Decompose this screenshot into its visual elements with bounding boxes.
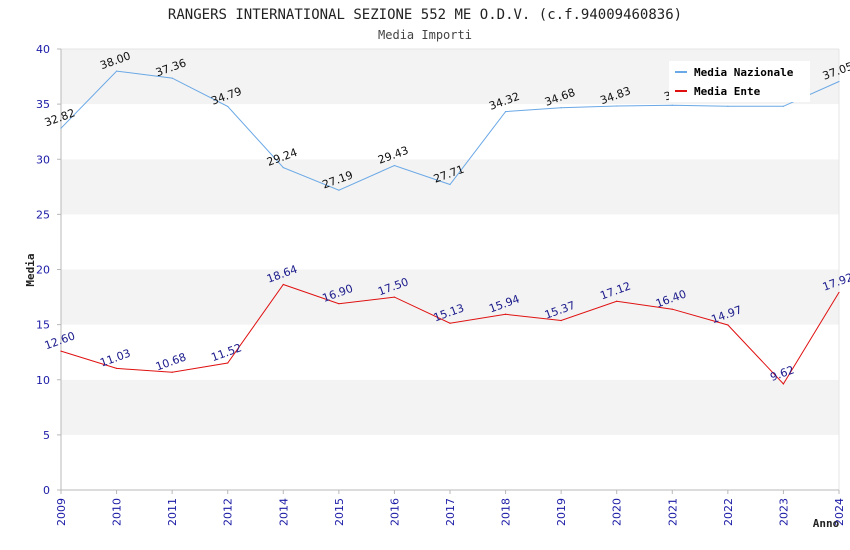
data-point [727,105,729,107]
y-tick-label: 10 [36,374,50,387]
grid-bands [61,48,840,490]
series-layer [60,70,840,385]
data-point [115,367,118,369]
chart-subtitle: Media Importi [378,28,472,42]
data-point [616,300,618,302]
y-axis-label: Media [24,253,37,286]
data-point [393,164,396,167]
legend-entry: Media Ente [694,85,761,98]
x-tick-label: 2022 [722,498,735,526]
data-point [338,189,340,191]
x-tick-label: 2011 [166,498,179,526]
data-point [338,303,340,305]
x-tick-label: 2019 [555,498,568,526]
grid-band [61,104,839,160]
y-tick-label: 40 [36,43,50,56]
legend-entry: Media Nazionale [694,66,794,79]
data-point [504,111,507,113]
data-point [727,324,729,326]
data-point [838,80,840,83]
data-point [282,167,284,169]
data-point [60,350,62,352]
chart-title: RANGERS INTERNATIONAL SEZIONE 552 ME O.D… [168,7,682,23]
x-axis-label: Anno [813,517,840,530]
y-tick-label: 0 [43,484,50,497]
legend: Media Nazionale Media Ente [669,61,810,102]
y-tick-label: 25 [36,208,50,221]
data-point [560,107,562,109]
x-tick-label: 2020 [611,498,624,526]
grid-band [61,434,839,490]
data-point [616,105,618,107]
x-tick-label: 2014 [277,498,290,526]
data-point [171,371,173,373]
data-point [282,283,284,286]
data-point [171,77,173,79]
data-point [782,383,785,385]
grid-band [61,159,839,215]
x-tick-label: 2012 [222,498,235,526]
grid-band [61,324,839,380]
data-point [227,105,229,108]
y-tick-label: 30 [36,153,50,166]
x-axis: 2009 2010 2011 2012 2014 2015 2016 2017 2018 2019… [55,489,846,526]
grid-band [61,379,839,435]
grid-band [61,269,839,325]
legend-box [669,61,810,102]
x-tick-label: 2010 [111,498,124,526]
data-point [671,104,673,106]
data-point [227,362,229,364]
x-tick-label: 2024 [833,498,846,526]
x-tick-label: 2021 [666,498,679,526]
y-tick-label: 35 [36,98,50,111]
y-tick-label: 15 [36,319,50,332]
data-point [60,127,62,129]
data-point [449,322,451,324]
x-tick-label: 2016 [388,498,401,526]
data-point [449,183,451,186]
x-tick-label: 2015 [333,498,346,526]
data-point [115,70,118,72]
x-tick-label: 2017 [444,498,457,526]
data-point [504,313,507,315]
x-tick-label: 2009 [55,498,68,526]
x-tick-label: 2023 [777,498,790,526]
data-point [838,291,840,294]
data-point [782,105,785,107]
x-tick-label: 2018 [500,498,513,526]
data-point [671,308,673,310]
y-tick-label: 5 [43,429,50,442]
data-point [393,296,396,298]
data-point [560,319,562,322]
y-axis: 0 5 10 15 20 25 30 35 40 [36,43,62,497]
grid-band [61,214,839,270]
y-tick-label: 20 [36,264,50,277]
